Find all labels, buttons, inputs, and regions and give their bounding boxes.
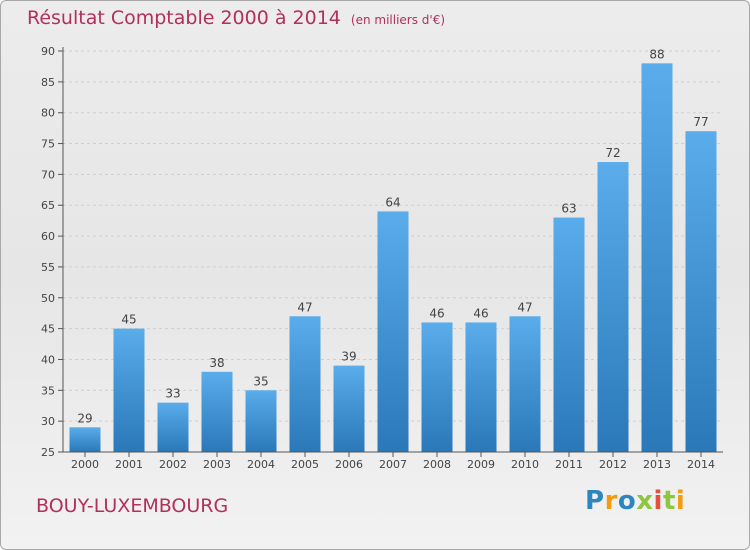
data-label: 29	[77, 411, 92, 425]
bar	[69, 427, 101, 452]
data-label: 88	[649, 47, 664, 61]
title-text: Résultat Comptable 2000 à 2014	[27, 7, 341, 29]
y-tick-label: 70	[41, 168, 55, 181]
data-label: 35	[253, 374, 268, 388]
y-tick-label: 85	[41, 76, 55, 89]
y-tick-label: 45	[41, 323, 55, 336]
bars	[69, 63, 717, 453]
bar	[289, 316, 321, 452]
x-tick-label: 2012	[599, 458, 627, 471]
x-tick-label: 2002	[159, 458, 187, 471]
bar	[685, 131, 717, 452]
bar	[157, 402, 189, 452]
x-tick-label: 2013	[643, 458, 671, 471]
x-tick-label: 2009	[467, 458, 495, 471]
y-tick-label: 90	[41, 45, 55, 58]
y-tick-label: 55	[41, 261, 55, 274]
data-label: 47	[517, 300, 532, 314]
town-name: BOUY-LUXEMBOURG	[36, 495, 229, 517]
data-label: 64	[385, 195, 400, 209]
bar	[553, 217, 585, 452]
subtitle-text: (en milliers d'€)	[350, 13, 446, 27]
x-tick-label: 2007	[379, 458, 407, 471]
data-label: 46	[429, 306, 444, 320]
logo-letter: o	[617, 486, 637, 516]
x-tick-label: 2011	[555, 458, 583, 471]
y-tick-label: 25	[41, 446, 55, 459]
x-tick-label: 2003	[203, 458, 231, 471]
data-label: 63	[561, 202, 576, 216]
bar	[377, 211, 409, 452]
data-label: 72	[605, 146, 620, 160]
data-label: 47	[297, 300, 312, 314]
proxiti-logo: Proxiti	[585, 486, 685, 516]
logo-letter: r	[604, 486, 618, 516]
bar	[641, 63, 673, 452]
y-tick-label: 50	[41, 292, 55, 305]
y-tick-label: 35	[41, 384, 55, 397]
y-tick-label: 40	[41, 353, 55, 366]
logo-letter: t	[662, 486, 676, 516]
bar	[201, 371, 233, 452]
y-tick-label: 65	[41, 199, 55, 212]
bar	[421, 322, 453, 452]
bar	[465, 322, 497, 452]
y-tick-label: 60	[41, 230, 55, 243]
data-label: 38	[209, 356, 224, 370]
axes: 25 30 35 40 45 50 55 60 65 70 75 80 85 90 2000 2001 2002…	[41, 45, 723, 471]
bar	[245, 390, 277, 452]
x-tick-label: 2004	[247, 458, 275, 471]
y-tick-label: 80	[41, 107, 55, 120]
value-labels: 29 45 33 38 35 47 39 64 46 46 47 63 72 88 77	[77, 47, 708, 425]
bar	[333, 365, 365, 452]
logo-letter: P	[585, 486, 605, 516]
bar	[509, 316, 541, 452]
chart-title: Résultat Comptable 2000 à 2014 (en millie…	[27, 7, 445, 29]
x-tick-label: 2010	[511, 458, 539, 471]
bar	[113, 328, 145, 452]
data-label: 46	[473, 306, 488, 320]
data-label: 39	[341, 350, 356, 364]
x-tick-label: 2014	[687, 458, 715, 471]
data-label: 45	[121, 313, 136, 327]
logo-letter: i	[653, 486, 663, 516]
x-tick-label: 2006	[335, 458, 363, 471]
data-label: 33	[165, 387, 180, 401]
y-tick-label: 30	[41, 415, 55, 428]
logo-letter: x	[636, 486, 654, 516]
x-tick-label: 2005	[291, 458, 319, 471]
x-tick-label: 2001	[115, 458, 143, 471]
x-tick-label: 2008	[423, 458, 451, 471]
bar	[597, 162, 629, 453]
y-tick-label: 75	[41, 138, 55, 151]
data-label: 77	[693, 115, 708, 129]
x-tick-label: 2000	[71, 458, 99, 471]
logo-letter: i	[675, 486, 686, 516]
